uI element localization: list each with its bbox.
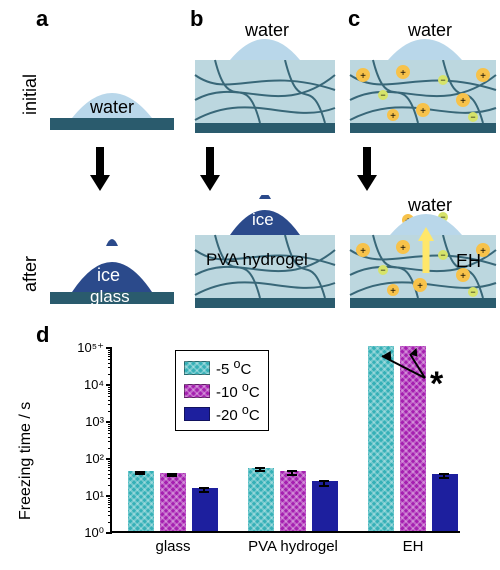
arrow-c — [352, 145, 382, 193]
pva-label: PVA hydrogel — [206, 250, 308, 270]
label-initial: initial — [20, 74, 41, 115]
arrow-b — [195, 145, 225, 193]
schematic-c-after: + − + + − + + + − + − water EH — [348, 195, 498, 310]
chart-d: Freezing time / s 10⁰10¹10²10³10⁴10⁵⁺gla… — [55, 340, 475, 560]
water-label-c: water — [408, 20, 452, 41]
ice-label-a: ice — [97, 265, 120, 286]
water-label-b: water — [245, 20, 289, 41]
ytick-label: 10¹ — [64, 488, 104, 503]
ice-label-b: ice — [252, 210, 274, 230]
bar — [312, 481, 338, 531]
bar — [248, 468, 274, 531]
water-label-a: water — [90, 97, 134, 118]
ytick-label: 10³ — [64, 414, 104, 429]
bar — [160, 473, 186, 531]
svg-text:+: + — [460, 96, 466, 107]
panel-label-d: d — [36, 322, 49, 348]
legend-row-2: -20 oC — [184, 403, 260, 424]
y-axis-label: Freezing time / s — [17, 402, 35, 520]
svg-text:−: − — [470, 287, 475, 297]
label-after: after — [20, 256, 41, 292]
arrow-a — [85, 145, 115, 193]
figure-root: a b c d initial after water water — [0, 0, 500, 570]
x-category-label: EH — [358, 538, 468, 555]
bar — [128, 471, 154, 531]
bar — [432, 474, 458, 531]
x-category-label: glass — [118, 538, 228, 555]
svg-text:+: + — [360, 71, 366, 82]
svg-text:+: + — [390, 111, 396, 122]
bar — [192, 488, 218, 532]
glass-label-a: glass — [90, 287, 130, 307]
svg-text:+: + — [417, 281, 423, 292]
schematic-b-after: ice PVA hydrogel — [190, 195, 340, 310]
schematic-a-after: ice glass — [42, 210, 182, 310]
eh-label: EH — [456, 251, 481, 272]
svg-text:+: + — [460, 271, 466, 282]
schematic-a-initial: water — [42, 40, 182, 135]
svg-text:−: − — [380, 265, 385, 275]
ytick-label: 10² — [64, 451, 104, 466]
panel-label-a: a — [36, 6, 48, 32]
svg-text:−: − — [470, 112, 475, 122]
ytick-label: 10⁰ — [64, 525, 104, 541]
svg-text:+: + — [420, 106, 426, 117]
bar — [280, 471, 306, 531]
svg-text:−: − — [380, 90, 385, 100]
svg-text:+: + — [400, 243, 406, 254]
svg-text:−: − — [440, 250, 445, 260]
svg-text:+: + — [360, 246, 366, 257]
asterisk-mark: * — [430, 365, 443, 404]
ytick-label: 10⁴ — [64, 377, 104, 392]
asterisk-arrows — [110, 348, 460, 398]
water-label-c2: water — [408, 195, 452, 216]
x-category-label: PVA hydrogel — [238, 538, 348, 555]
legend-label-2: -20 oC — [216, 403, 260, 424]
legend-swatch-2 — [184, 407, 210, 421]
svg-text:−: − — [440, 75, 445, 85]
svg-text:+: + — [480, 71, 486, 82]
svg-text:+: + — [400, 68, 406, 79]
schematic-c-initial: + − + + − + + + − water — [348, 20, 498, 135]
schematic-b-initial: water — [190, 20, 340, 135]
glass-water-initial-svg — [42, 40, 182, 135]
svg-text:+: + — [390, 286, 396, 297]
ytick-label: 10⁵⁺ — [64, 340, 104, 356]
